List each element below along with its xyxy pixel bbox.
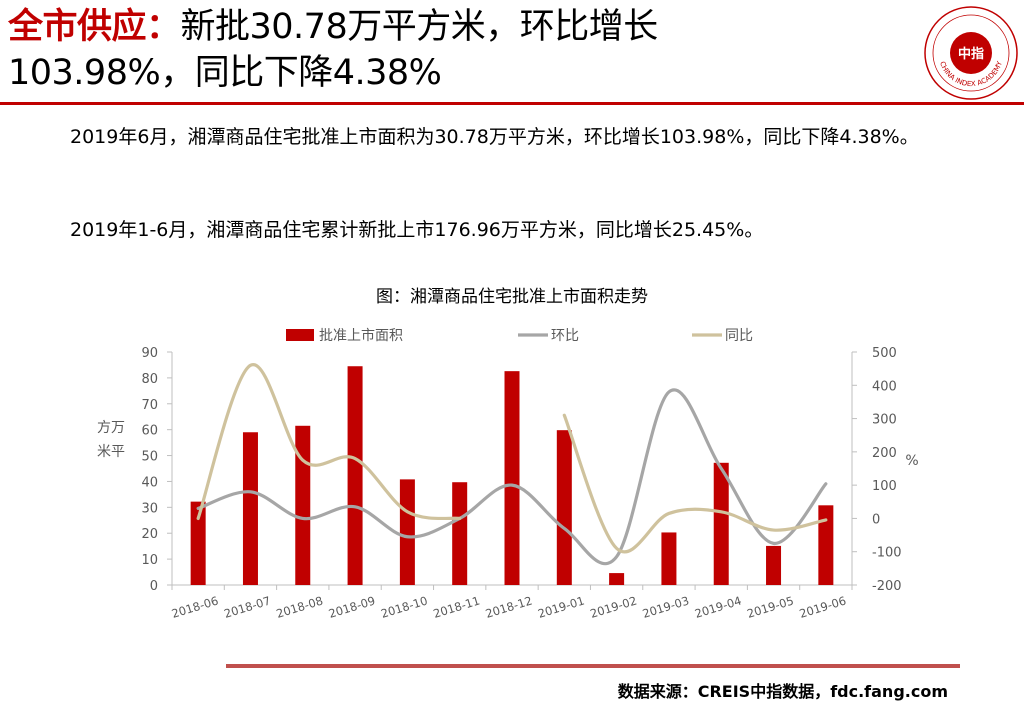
x-tick-label: 2018-11 <box>431 593 481 620</box>
bar <box>347 366 363 585</box>
title-divider <box>0 102 1024 105</box>
x-tick-label: 2018-07 <box>222 593 272 620</box>
legend-label: 批准上市面积 <box>319 327 403 344</box>
title-line2: 103.98%，同比下降4.38% <box>8 53 442 93</box>
x-tick-label: 2019-04 <box>693 593 743 620</box>
summary-paragraph-ytd: 2019年1-6月，湘潭商品住宅累计新批上市176.96万平方米，同比增长25.… <box>70 219 764 241</box>
y-axis-title-char: 米 <box>97 444 111 460</box>
bar <box>295 425 311 585</box>
bar <box>818 505 834 585</box>
y-axis-title-char: 平 <box>111 444 125 460</box>
bar <box>452 482 468 585</box>
series-line-yoy <box>196 363 462 521</box>
x-tick-label: 2018-12 <box>484 593 534 620</box>
y-tick-label: 0 <box>150 579 158 594</box>
title-highlight: 全市供应： <box>8 7 181 47</box>
bar <box>190 501 206 585</box>
y2-tick-label: -200 <box>872 579 902 594</box>
y2-tick-label: 300 <box>872 413 897 428</box>
x-tick-label: 2019-06 <box>798 593 848 620</box>
x-tick-label: 2019-02 <box>588 593 638 620</box>
y-axis-title-char: 万 <box>111 420 125 436</box>
bar <box>766 545 782 585</box>
y-tick-label: 30 <box>141 501 158 516</box>
x-tick-label: 2018-09 <box>327 593 377 620</box>
y2-tick-label: -100 <box>872 546 902 561</box>
y-tick-label: 70 <box>141 398 158 413</box>
y2-axis-title: % <box>905 453 918 469</box>
bar <box>713 462 729 585</box>
y-tick-label: 20 <box>141 527 158 542</box>
y2-tick-label: 500 <box>872 346 897 361</box>
y2-tick-label: 200 <box>872 446 897 461</box>
x-tick-label: 2019-01 <box>536 593 586 620</box>
chart-title: 图：湘潭商品住宅批准上市面积走势 <box>376 287 648 307</box>
y-tick-label: 50 <box>141 450 158 465</box>
bar <box>242 432 258 585</box>
china-index-academy-logo: 中指 CHINA INDEX ACADEMY <box>924 6 1018 100</box>
legend-label: 环比 <box>551 328 579 344</box>
x-tick-label: 2019-03 <box>641 593 691 620</box>
x-tick-label: 2018-06 <box>170 593 220 620</box>
y2-tick-label: 0 <box>872 512 880 527</box>
y2-tick-label: 400 <box>872 379 897 394</box>
y-tick-label: 80 <box>141 372 158 387</box>
title-line1: 新批30.78万平方米，环比增长 <box>180 7 659 47</box>
legend-swatch-bar <box>286 329 314 341</box>
y-tick-label: 10 <box>141 553 158 568</box>
legend-label: 同比 <box>725 328 753 344</box>
series-line-yoy <box>562 413 828 554</box>
footer-divider <box>226 664 960 668</box>
bar <box>556 430 572 585</box>
y-tick-label: 60 <box>141 424 158 439</box>
page-title: 全市供应：新批30.78万平方米，环比增长 103.98%，同比下降4.38% <box>8 4 908 96</box>
data-source: 数据来源：CREIS中指数据，fdc.fang.com <box>617 682 948 701</box>
series-line-mom <box>196 388 828 566</box>
bar <box>609 573 625 585</box>
bar <box>504 371 520 585</box>
x-tick-label: 2019-05 <box>745 593 795 620</box>
x-tick-label: 2018-08 <box>275 593 325 620</box>
supply-area-chart: 0 10 20 30 40 50 60 70 80 90 -200 -100 0 100 200 300 400… <box>97 327 919 621</box>
x-tick-label: 2018-10 <box>379 593 429 620</box>
bar <box>661 532 677 585</box>
y2-tick-label: 100 <box>872 479 897 494</box>
y-tick-label: 40 <box>141 475 158 490</box>
bar <box>399 479 415 585</box>
summary-paragraph-monthly: 2019年6月，湘潭商品住宅批准上市面积为30.78万平方米，环比增长103.9… <box>70 126 919 148</box>
logo-center-text: 中指 <box>958 46 984 62</box>
y-tick-label: 90 <box>141 346 158 361</box>
y-axis-title-char: 方 <box>97 420 111 436</box>
